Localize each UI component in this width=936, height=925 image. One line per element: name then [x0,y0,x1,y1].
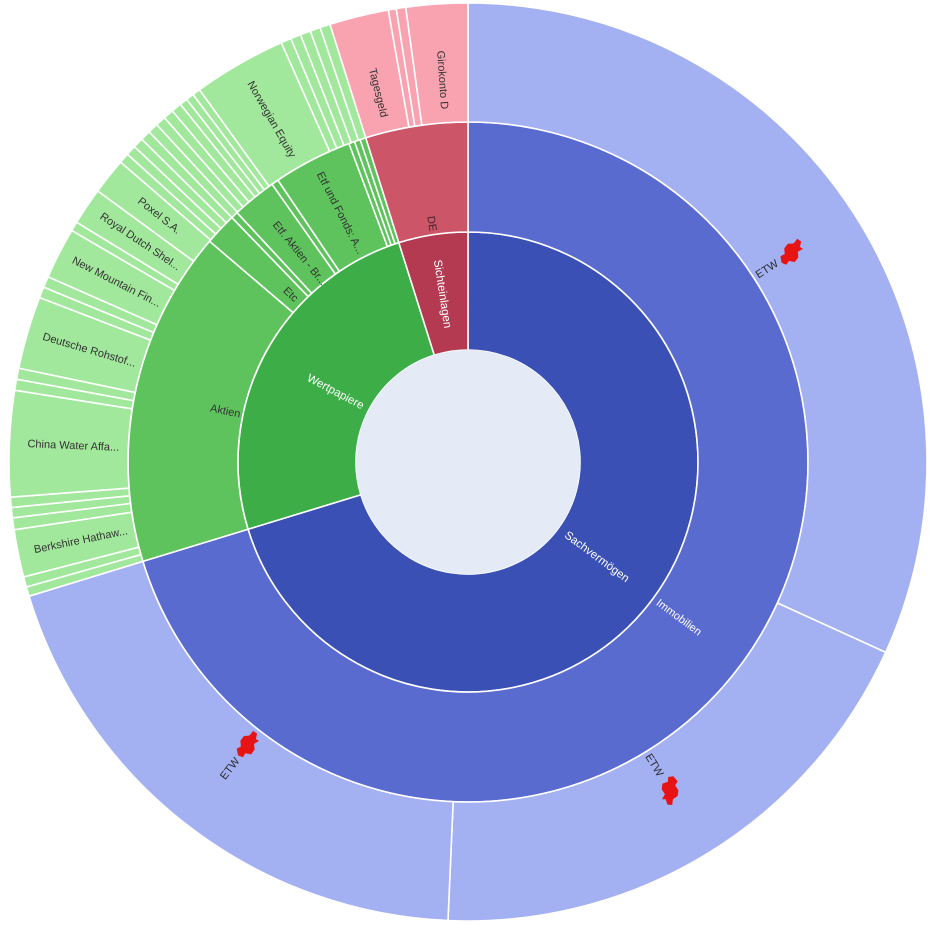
segment-label-group: China Water Affa... [27,438,119,454]
red-map-icon [661,776,679,806]
segment-label: Girokonto D [434,50,450,109]
red-map-icon [236,730,260,758]
segment-label-group: DE [424,215,438,232]
center-hole [356,350,580,574]
red-map-icon [780,238,804,265]
segment-girokonto-d[interactable] [404,2,469,126]
segment-label: China Water Affa... [27,438,119,454]
segment-etw[interactable] [467,2,928,654]
segment-label-group: Girokonto D [434,50,450,109]
segment-label: DE [424,215,438,232]
